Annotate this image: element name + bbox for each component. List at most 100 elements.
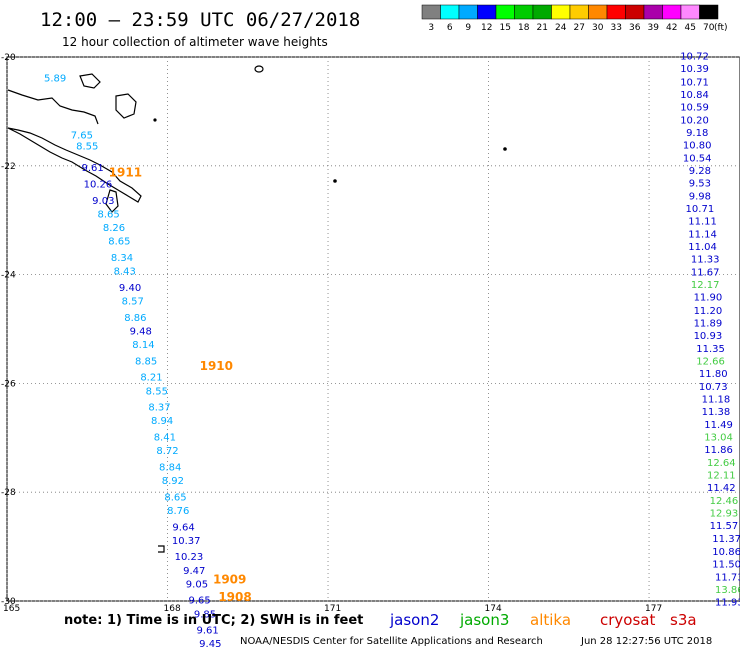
wave-height-point: 10.86 xyxy=(712,547,740,558)
wave-height-point: 10.73 xyxy=(699,382,728,393)
legend-swatch xyxy=(458,4,478,20)
y-tick-label: -20 xyxy=(1,53,16,63)
legend-label: 6 xyxy=(447,23,453,33)
wave-height-point: 12.46 xyxy=(710,496,739,507)
legend-label: 24 xyxy=(555,23,567,33)
wave-height-point: 8.85 xyxy=(135,356,157,367)
wave-height-point: 8.34 xyxy=(111,253,133,264)
satellite-legend-item: altika xyxy=(530,611,571,629)
chart-subtitle: 12 hour collection of altimeter wave hei… xyxy=(62,35,328,49)
wave-height-point: 9.45 xyxy=(199,639,221,650)
wave-height-point: 9.40 xyxy=(119,283,141,294)
footer-note: note: 1) Time is in UTC; 2) SWH is in fe… xyxy=(64,613,363,628)
wave-height-point: 8.26 xyxy=(103,223,125,234)
wave-height-point: 11.35 xyxy=(696,344,725,355)
wave-height-point: 8.86 xyxy=(124,313,146,324)
satellite-legend-item: cryosat xyxy=(600,611,655,629)
legend-label: 33 xyxy=(611,23,622,33)
wave-height-point: 11.18 xyxy=(702,394,731,405)
islet-a xyxy=(503,147,507,151)
legend-swatch xyxy=(440,4,460,20)
wave-height-point: 11.20 xyxy=(694,306,723,317)
wave-height-point: 11.14 xyxy=(688,230,717,241)
wave-height-point: 10.37 xyxy=(172,536,201,547)
time-label: 1911 xyxy=(109,166,142,180)
legend-label: 15 xyxy=(500,23,511,33)
legend-label: 30 xyxy=(592,23,604,33)
legend-label: 70 xyxy=(703,23,715,33)
island-lifou xyxy=(115,93,137,119)
legend-label: 27 xyxy=(574,23,585,33)
wave-height-point: 12.93 xyxy=(710,509,739,520)
wave-height-point: 9.98 xyxy=(689,192,711,203)
wave-height-point: 8.41 xyxy=(154,433,176,444)
wave-height-point: 9.61 xyxy=(197,626,219,637)
wave-height-point: 11.73 xyxy=(715,572,740,583)
wave-height-point: 9.85 xyxy=(194,609,216,620)
footer-timestamp: Jun 28 12:27:56 UTC 2018 xyxy=(580,636,712,647)
wave-height-point: 11.57 xyxy=(710,521,739,532)
wave-height-point: 11.50 xyxy=(712,559,740,570)
loyalty-islands xyxy=(7,89,99,125)
legend-swatch xyxy=(421,4,441,20)
legend-swatch xyxy=(680,4,700,20)
wave-height-point: 8.65 xyxy=(164,492,186,503)
wave-height-point: 10.84 xyxy=(680,90,709,101)
wave-height-point: 11.33 xyxy=(691,255,720,266)
islet-b xyxy=(333,179,337,183)
wave-height-point: 7.65 xyxy=(71,131,93,142)
legend-swatch xyxy=(606,4,626,20)
wave-height-point: 9.05 xyxy=(186,579,208,590)
y-tick-label: -28 xyxy=(1,488,16,498)
wave-height-point: 10.93 xyxy=(694,331,723,342)
legend-swatch xyxy=(588,4,608,20)
wave-height-point: 12.66 xyxy=(696,356,725,367)
wave-height-point: 12.17 xyxy=(691,280,720,291)
wave-height-point: 9.61 xyxy=(81,163,103,174)
new-caledonia-coast xyxy=(7,127,142,203)
legend-unit: (ft) xyxy=(714,23,728,33)
wave-height-point: 8.55 xyxy=(76,141,98,152)
island-mare xyxy=(79,73,101,89)
legend-label: 12 xyxy=(481,23,492,33)
wave-height-point: 8.14 xyxy=(132,340,154,351)
wave-height-point: 9.53 xyxy=(689,178,711,189)
satellite-legend-item: jason2 xyxy=(389,611,439,629)
legend-swatch xyxy=(495,4,515,20)
wave-height-point: 13.04 xyxy=(704,433,733,444)
wave-height-point: 9.48 xyxy=(130,326,152,337)
satellite-legend: jason2 jason3 altika cryosat s3a xyxy=(389,611,697,629)
grid-lines xyxy=(6,56,740,602)
legend-swatch xyxy=(625,4,645,20)
axis-tick-labels: 165 168 171 174 177 -20 -22 -24 -26 -28 -30 xyxy=(1,53,662,614)
wave-height-point: 11.93 xyxy=(715,597,740,608)
wave-height-point: 8.21 xyxy=(140,373,162,384)
y-tick-label: -22 xyxy=(1,162,16,172)
y-tick-label: -26 xyxy=(1,379,16,389)
wave-height-point: 9.65 xyxy=(188,596,210,607)
wave-height-point: 10.23 xyxy=(175,552,204,563)
wave-height-point: 9.47 xyxy=(183,566,205,577)
coastline xyxy=(7,65,507,553)
wave-height-point: 12.11 xyxy=(707,471,736,482)
wave-height-point: 8.94 xyxy=(151,416,173,427)
wave-height-point: 10.80 xyxy=(683,140,712,151)
wave-height-point: 10.26 xyxy=(84,180,113,191)
time-label: 1909 xyxy=(213,573,246,587)
wave-height-point: 9.64 xyxy=(172,522,194,533)
wave-height-point: 11.42 xyxy=(707,483,736,494)
satellite-legend-item: jason3 xyxy=(459,611,509,629)
wave-height-point: 10.72 xyxy=(680,52,709,63)
wave-height-point: 10.71 xyxy=(680,77,709,88)
wave-height-point: 11.67 xyxy=(691,268,720,279)
wave-height-point: 11.49 xyxy=(704,420,733,431)
footer-credit: NOAA/NESDIS Center for Satellite Applica… xyxy=(240,636,543,647)
x-tick-label: 174 xyxy=(485,604,502,614)
wave-height-point: 9.28 xyxy=(689,166,711,177)
legend-label: 3 xyxy=(428,23,434,33)
wave-height-point: 8.43 xyxy=(114,267,136,278)
plot-frame xyxy=(6,56,740,602)
wave-height-point: 9.03 xyxy=(92,196,114,207)
legend-swatch xyxy=(662,4,682,20)
